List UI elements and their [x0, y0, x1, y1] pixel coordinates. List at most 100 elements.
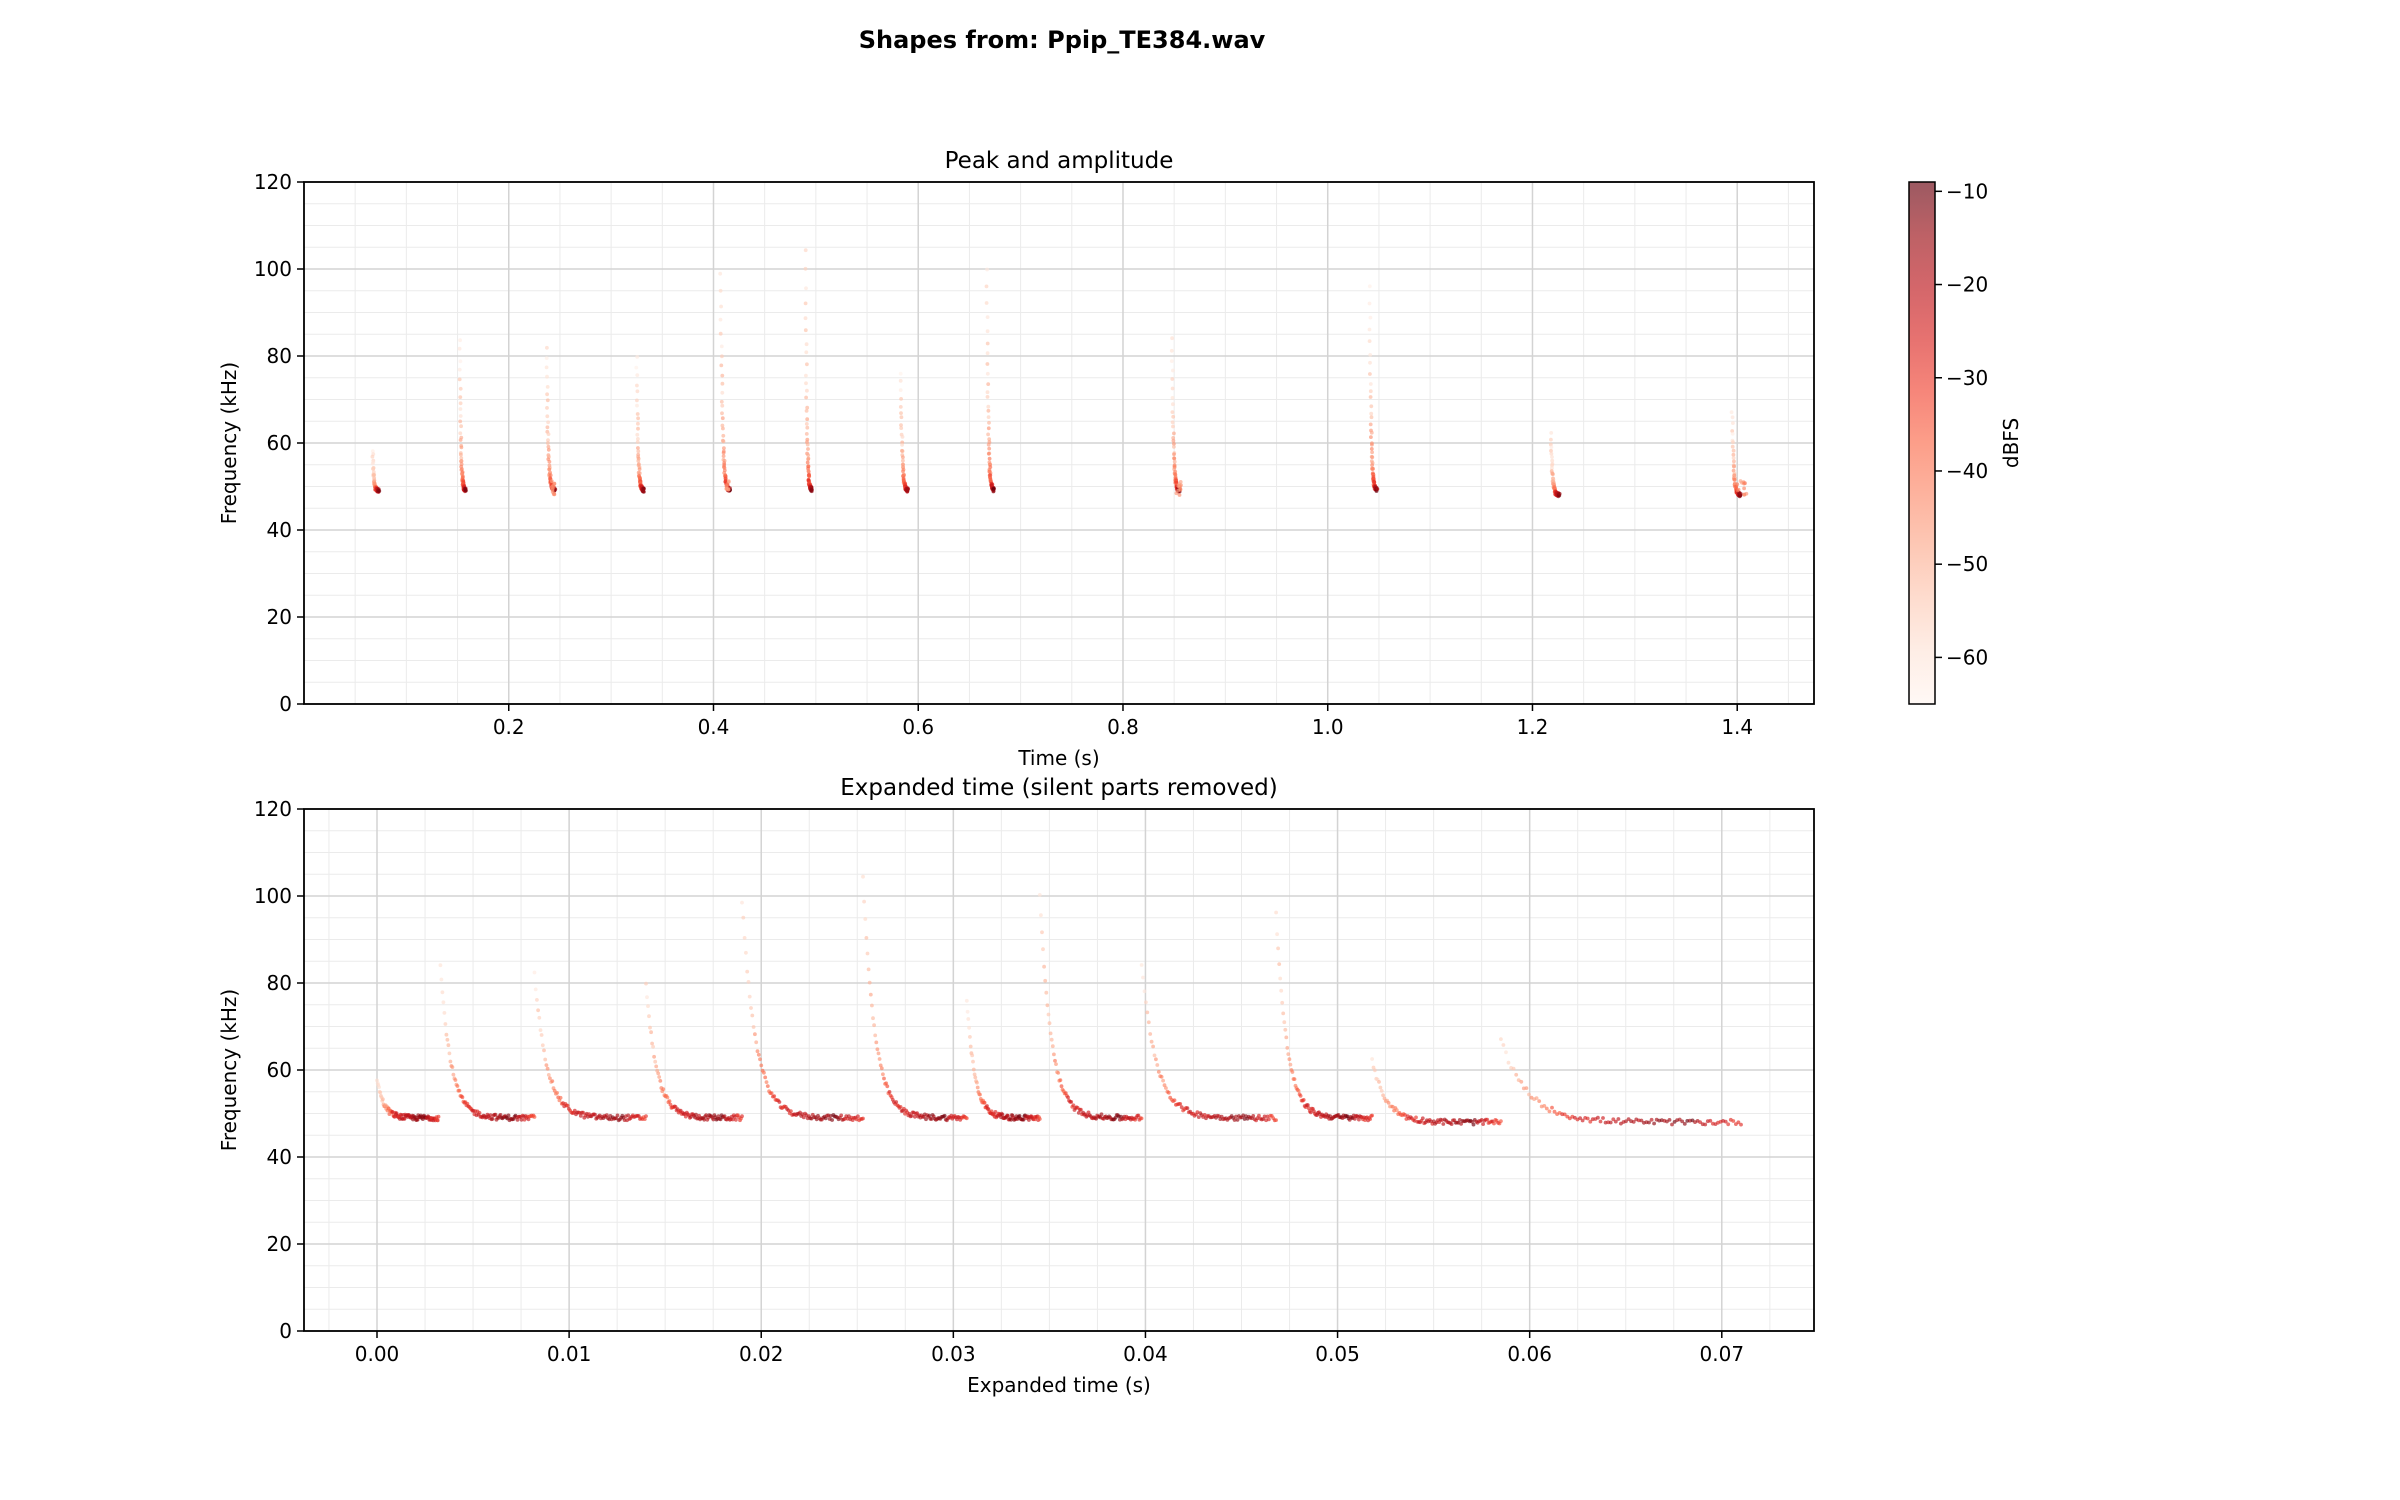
y-tick-label: 100 — [254, 884, 292, 908]
colorbar-tick-label: −20 — [1946, 273, 1988, 297]
data-point — [535, 998, 539, 1002]
data-point — [1306, 1106, 1311, 1111]
ax1-xlabel: Time (s) — [1017, 746, 1099, 770]
data-point — [1278, 976, 1283, 981]
data-point — [865, 951, 870, 956]
data-point — [1146, 1020, 1151, 1025]
data-point — [1282, 1020, 1287, 1025]
data-point — [987, 437, 992, 442]
data-point — [1021, 1117, 1026, 1122]
data-point — [1368, 395, 1373, 399]
data-point — [1287, 1057, 1292, 1062]
data-point — [371, 466, 375, 471]
data-point — [1731, 452, 1736, 457]
data-point — [871, 1016, 875, 1021]
data-point — [1492, 1121, 1496, 1126]
data-point — [985, 395, 990, 399]
data-point — [1527, 1092, 1531, 1097]
data-point — [805, 425, 810, 430]
data-point — [1171, 424, 1175, 429]
data-point — [1373, 1068, 1377, 1073]
data-point — [1148, 1032, 1153, 1036]
data-point — [1703, 1122, 1708, 1127]
data-point — [1044, 990, 1049, 995]
data-point — [552, 485, 556, 489]
data-point — [1585, 1116, 1590, 1121]
data-point — [1276, 946, 1280, 951]
data-point — [1169, 359, 1174, 363]
data-point — [804, 286, 808, 291]
data-point — [634, 365, 639, 370]
data-point — [644, 981, 648, 986]
data-point — [987, 456, 992, 461]
data-point — [1731, 448, 1736, 453]
data-point — [755, 1049, 760, 1054]
data-point — [1154, 1057, 1158, 1062]
data-point — [1730, 429, 1735, 433]
data-point — [458, 359, 463, 364]
data-point — [718, 317, 723, 322]
data-point — [1730, 415, 1735, 420]
data-point — [1551, 472, 1555, 477]
data-point — [1049, 1037, 1054, 1042]
x-tick-label: 0.00 — [355, 1342, 400, 1366]
colorbar-tick-label: −10 — [1946, 179, 1988, 203]
data-point — [1136, 1113, 1141, 1118]
data-point — [1178, 1102, 1183, 1106]
data-point — [1076, 1111, 1081, 1115]
data-point — [720, 390, 725, 395]
data-point — [986, 415, 991, 419]
data-point — [985, 315, 990, 319]
data-point — [626, 1113, 631, 1118]
data-point — [987, 420, 991, 425]
data-point — [985, 329, 990, 334]
data-point — [968, 1044, 973, 1049]
data-point — [545, 392, 549, 397]
data-point — [544, 365, 549, 370]
data-point — [459, 459, 463, 464]
data-point — [873, 1033, 878, 1038]
data-point — [547, 467, 552, 472]
data-point — [718, 331, 723, 336]
colorbar: −10 −20 −30 −40 −50 −60 dBFS — [1908, 179, 2023, 705]
data-point — [718, 288, 723, 293]
data-point — [1534, 1096, 1539, 1100]
data-point — [747, 994, 752, 999]
data-point — [804, 395, 808, 400]
data-point — [636, 437, 640, 441]
data-point — [1265, 1114, 1270, 1119]
data-point — [1608, 1120, 1613, 1125]
data-point — [1738, 479, 1743, 483]
data-point — [542, 1048, 546, 1053]
data-point — [924, 1117, 928, 1122]
data-point — [458, 395, 463, 399]
x-tick-label: 0.03 — [931, 1342, 976, 1366]
data-point — [1170, 410, 1175, 414]
data-point — [805, 362, 809, 367]
data-point — [719, 363, 724, 368]
data-point — [1549, 445, 1554, 449]
data-point — [804, 373, 808, 378]
data-point — [642, 1117, 647, 1121]
data-point — [546, 1073, 551, 1077]
data-point — [1580, 1118, 1585, 1123]
data-point — [1185, 1106, 1190, 1111]
data-point — [740, 900, 744, 905]
y-tick-label: 0 — [279, 1319, 292, 1343]
data-point — [968, 1035, 972, 1039]
data-point — [756, 1052, 761, 1057]
y-tick-label: 0 — [279, 692, 292, 716]
data-point — [803, 248, 808, 253]
data-point — [1149, 1039, 1154, 1044]
data-point — [868, 992, 873, 997]
data-point — [864, 936, 869, 940]
data-point — [1368, 382, 1373, 386]
data-point — [899, 415, 904, 420]
data-point — [1588, 1119, 1593, 1124]
data-point — [806, 469, 811, 473]
data-point — [458, 414, 463, 418]
data-point — [1639, 1118, 1644, 1123]
data-point — [635, 373, 640, 377]
data-point — [593, 1112, 597, 1117]
data-point — [1156, 1070, 1161, 1074]
